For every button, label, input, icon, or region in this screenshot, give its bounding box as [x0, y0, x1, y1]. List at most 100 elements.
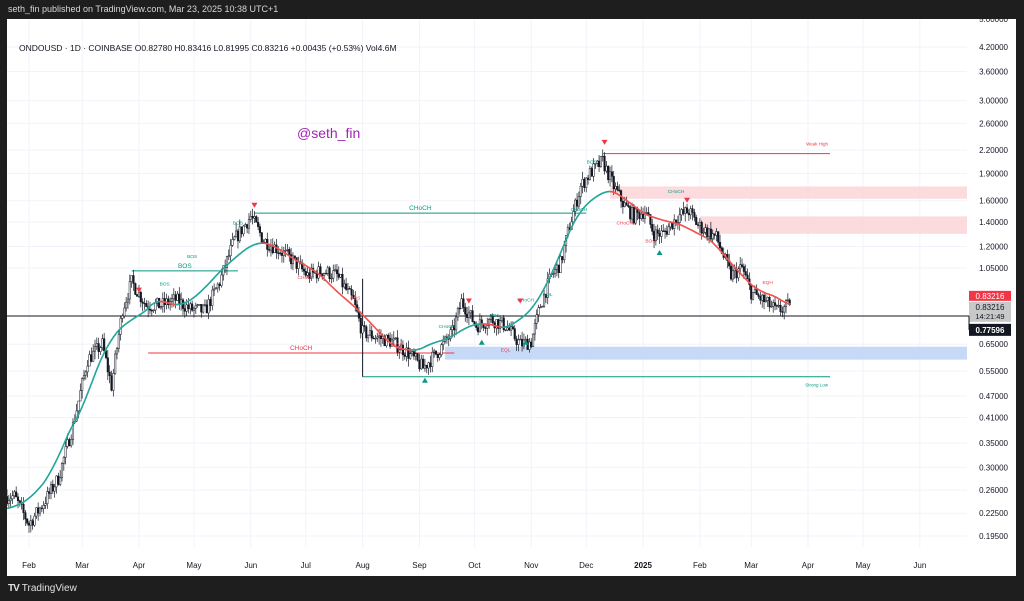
y-axis-tick-label: 1.40000 — [979, 218, 1008, 227]
candle — [616, 186, 619, 191]
candle — [555, 264, 558, 270]
candle — [258, 226, 262, 233]
structure-label: CHoCH — [439, 324, 456, 330]
moving-average-segment — [83, 397, 87, 404]
candle — [38, 507, 42, 514]
candle — [609, 171, 612, 181]
candle — [59, 477, 62, 485]
candle — [288, 249, 291, 255]
candle — [240, 226, 243, 235]
candle — [277, 252, 280, 254]
triangle-down-icon — [601, 139, 608, 145]
price-chart[interactable]: @seth_fin CHoCH BOS CHoCH Strong Low Weak Hig… — [7, 19, 1016, 576]
candle — [27, 522, 31, 526]
candle — [66, 439, 69, 447]
candle — [528, 341, 531, 350]
candle — [634, 208, 637, 224]
candle — [631, 207, 634, 220]
candle — [744, 271, 747, 276]
structure-label: CHoCH — [298, 275, 315, 281]
y-axis-tick-label: 3.60000 — [979, 68, 1008, 77]
candle — [717, 231, 720, 243]
candle — [786, 299, 789, 301]
candle — [660, 230, 663, 237]
candle — [134, 283, 137, 295]
candle — [477, 327, 480, 333]
candle — [742, 266, 745, 272]
candle — [295, 257, 298, 269]
x-axis-tick-label: Aug — [355, 561, 369, 570]
candle — [623, 202, 626, 207]
candle — [414, 353, 417, 357]
candle — [587, 177, 590, 180]
moving-average-segment — [88, 383, 93, 390]
y-axis-tick-label: 0.22500 — [979, 509, 1008, 518]
candle — [18, 500, 21, 503]
candle — [247, 219, 251, 229]
publish-banner: seth_fin published on TradingView.com, M… — [8, 4, 279, 14]
candle — [77, 400, 80, 412]
candle — [455, 316, 458, 331]
candle — [51, 484, 54, 492]
candle — [148, 308, 152, 311]
candle — [429, 362, 432, 367]
candle — [35, 507, 38, 517]
triangle-down-icon — [465, 298, 472, 304]
candle — [257, 221, 260, 227]
candles — [7, 149, 791, 533]
candle — [632, 207, 635, 224]
candle — [196, 304, 199, 306]
candle — [581, 178, 584, 187]
candle — [718, 242, 722, 249]
candle — [773, 302, 777, 306]
candle — [119, 318, 122, 335]
candle — [411, 351, 414, 354]
candle — [601, 155, 604, 158]
candle — [654, 229, 657, 242]
candle — [302, 268, 305, 272]
candle — [698, 222, 701, 226]
candle — [367, 334, 370, 339]
candle — [762, 294, 766, 302]
candle — [191, 303, 194, 311]
candle — [198, 304, 201, 306]
chart-area[interactable]: ONDOUSD · 1D · COINBASE O0.82780 H0.8341… — [7, 19, 1016, 576]
candle — [579, 185, 582, 197]
candle — [9, 498, 12, 501]
candle — [610, 171, 613, 177]
candle — [737, 268, 740, 279]
candle — [354, 298, 357, 305]
candle — [82, 374, 86, 379]
candle — [750, 284, 753, 300]
candle — [88, 354, 91, 367]
candle — [132, 275, 135, 284]
candle — [158, 297, 161, 309]
candle — [334, 269, 337, 272]
candle — [203, 304, 207, 306]
candle — [777, 304, 780, 307]
triangle-up-icon — [478, 339, 485, 345]
x-axis-tick-label: May — [186, 561, 201, 570]
candle — [535, 314, 538, 324]
candle — [521, 338, 524, 347]
candle — [348, 288, 351, 290]
candle — [330, 277, 333, 280]
candle — [337, 273, 340, 278]
brand-name[interactable]: TradingView — [21, 583, 77, 594]
candle — [766, 297, 769, 301]
candle — [403, 354, 406, 357]
candle — [665, 230, 668, 235]
candle — [335, 269, 338, 275]
candle — [739, 264, 742, 270]
candle — [185, 304, 188, 312]
candle — [486, 325, 489, 329]
y-axis-tick-label: 5.00000 — [979, 19, 1008, 24]
candle — [685, 207, 689, 214]
candle — [533, 323, 536, 335]
candle — [585, 177, 588, 188]
structure-label: CHoCH — [668, 189, 685, 195]
candle — [418, 359, 421, 370]
candle — [125, 301, 128, 309]
candle — [370, 330, 373, 339]
candle — [92, 350, 95, 362]
